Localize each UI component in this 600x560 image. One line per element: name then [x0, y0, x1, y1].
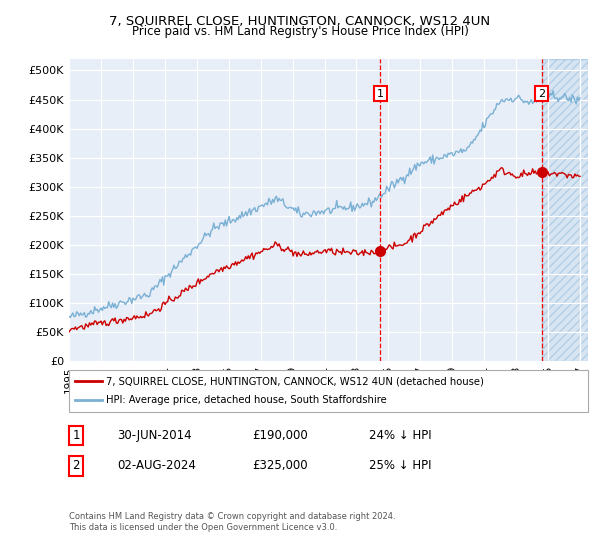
Text: Price paid vs. HM Land Registry's House Price Index (HPI): Price paid vs. HM Land Registry's House … [131, 25, 469, 38]
Text: 2: 2 [73, 459, 80, 473]
Text: 1: 1 [377, 88, 384, 99]
Text: £190,000: £190,000 [252, 429, 308, 442]
Text: 2: 2 [538, 88, 545, 99]
Text: £325,000: £325,000 [252, 459, 308, 473]
Bar [542, 59, 588, 361]
Text: HPI: Average price, detached house, South Staffordshire: HPI: Average price, detached house, Sout… [106, 395, 387, 405]
Text: Contains HM Land Registry data © Crown copyright and database right 2024.
This d: Contains HM Land Registry data © Crown c… [69, 512, 395, 532]
Text: 7, SQUIRREL CLOSE, HUNTINGTON, CANNOCK, WS12 4UN: 7, SQUIRREL CLOSE, HUNTINGTON, CANNOCK, … [109, 14, 491, 27]
Text: 7, SQUIRREL CLOSE, HUNTINGTON, CANNOCK, WS12 4UN (detached house): 7, SQUIRREL CLOSE, HUNTINGTON, CANNOCK, … [106, 376, 484, 386]
Text: 24% ↓ HPI: 24% ↓ HPI [369, 429, 431, 442]
Text: 25% ↓ HPI: 25% ↓ HPI [369, 459, 431, 473]
Text: 30-JUN-2014: 30-JUN-2014 [117, 429, 191, 442]
Bar [542, 59, 588, 361]
Text: 1: 1 [73, 429, 80, 442]
Text: 02-AUG-2024: 02-AUG-2024 [117, 459, 196, 473]
